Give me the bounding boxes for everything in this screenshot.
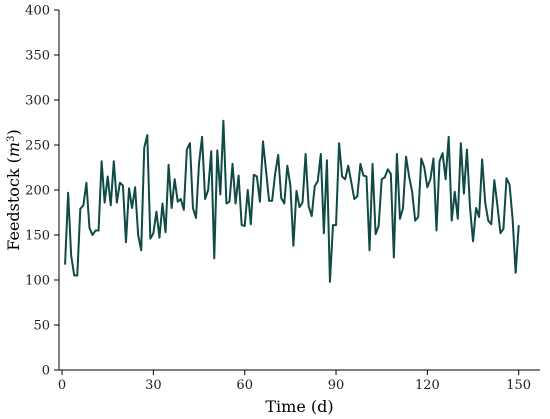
y-axis-title-main: Feedstock ( xyxy=(4,157,23,251)
y-axis-title-close: ) xyxy=(4,129,23,135)
y-tick-label: 200 xyxy=(25,184,50,199)
x-tick-label: 0 xyxy=(58,378,66,393)
y-axis-title: Feedstock (m3) xyxy=(4,129,23,250)
y-tick-label: 0 xyxy=(42,364,50,379)
x-axis-ticks: 0 30 60 90 120 150 xyxy=(58,370,531,393)
series-line-1 xyxy=(64,119,520,283)
x-axis-title: Time (d) xyxy=(265,397,333,416)
y-axis-title-unit: m xyxy=(4,142,23,157)
y-axis-ticks: 0 50 100 150 200 250 300 350 400 xyxy=(25,4,59,379)
x-tick-label: 60 xyxy=(236,378,253,393)
y-tick-label: 350 xyxy=(25,49,50,64)
y-tick-label: 300 xyxy=(25,94,50,109)
y-tick-label: 150 xyxy=(25,229,50,244)
y-tick-label: 50 xyxy=(33,319,50,334)
y-tick-label: 100 xyxy=(25,274,50,289)
y-axis-title-superscript: 3 xyxy=(6,136,17,142)
x-tick-label: 30 xyxy=(145,378,162,393)
series-group xyxy=(64,119,520,283)
y-tick-label: 250 xyxy=(25,139,50,154)
y-tick-label: 400 xyxy=(25,4,50,19)
x-tick-label: 150 xyxy=(506,378,531,393)
x-tick-label: 120 xyxy=(415,378,440,393)
x-tick-label: 90 xyxy=(328,378,345,393)
